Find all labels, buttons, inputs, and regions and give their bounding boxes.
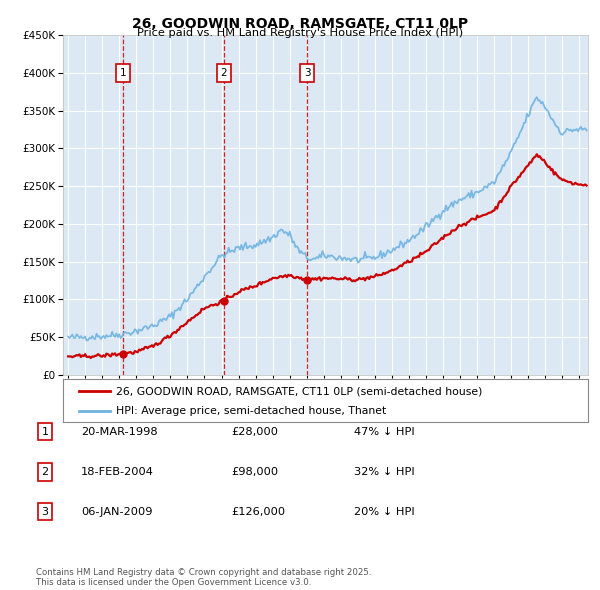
- Text: 2: 2: [220, 68, 227, 78]
- Text: 20-MAR-1998: 20-MAR-1998: [81, 427, 158, 437]
- Text: £98,000: £98,000: [231, 467, 278, 477]
- Text: 20% ↓ HPI: 20% ↓ HPI: [354, 507, 415, 516]
- Text: £28,000: £28,000: [231, 427, 278, 437]
- Text: 18-FEB-2004: 18-FEB-2004: [81, 467, 154, 477]
- Text: £126,000: £126,000: [231, 507, 285, 516]
- Text: HPI: Average price, semi-detached house, Thanet: HPI: Average price, semi-detached house,…: [115, 407, 386, 416]
- Text: 3: 3: [41, 507, 49, 516]
- Text: 1: 1: [41, 427, 49, 437]
- Text: 26, GOODWIN ROAD, RAMSGATE, CT11 0LP (semi-detached house): 26, GOODWIN ROAD, RAMSGATE, CT11 0LP (se…: [115, 386, 482, 396]
- Text: 47% ↓ HPI: 47% ↓ HPI: [354, 427, 415, 437]
- Text: 32% ↓ HPI: 32% ↓ HPI: [354, 467, 415, 477]
- Text: 3: 3: [304, 68, 310, 78]
- Text: 1: 1: [119, 68, 127, 78]
- Text: 06-JAN-2009: 06-JAN-2009: [81, 507, 152, 516]
- Text: Price paid vs. HM Land Registry's House Price Index (HPI): Price paid vs. HM Land Registry's House …: [137, 28, 463, 38]
- Text: Contains HM Land Registry data © Crown copyright and database right 2025.
This d: Contains HM Land Registry data © Crown c…: [36, 568, 371, 587]
- Text: 26, GOODWIN ROAD, RAMSGATE, CT11 0LP: 26, GOODWIN ROAD, RAMSGATE, CT11 0LP: [132, 17, 468, 31]
- Text: 2: 2: [41, 467, 49, 477]
